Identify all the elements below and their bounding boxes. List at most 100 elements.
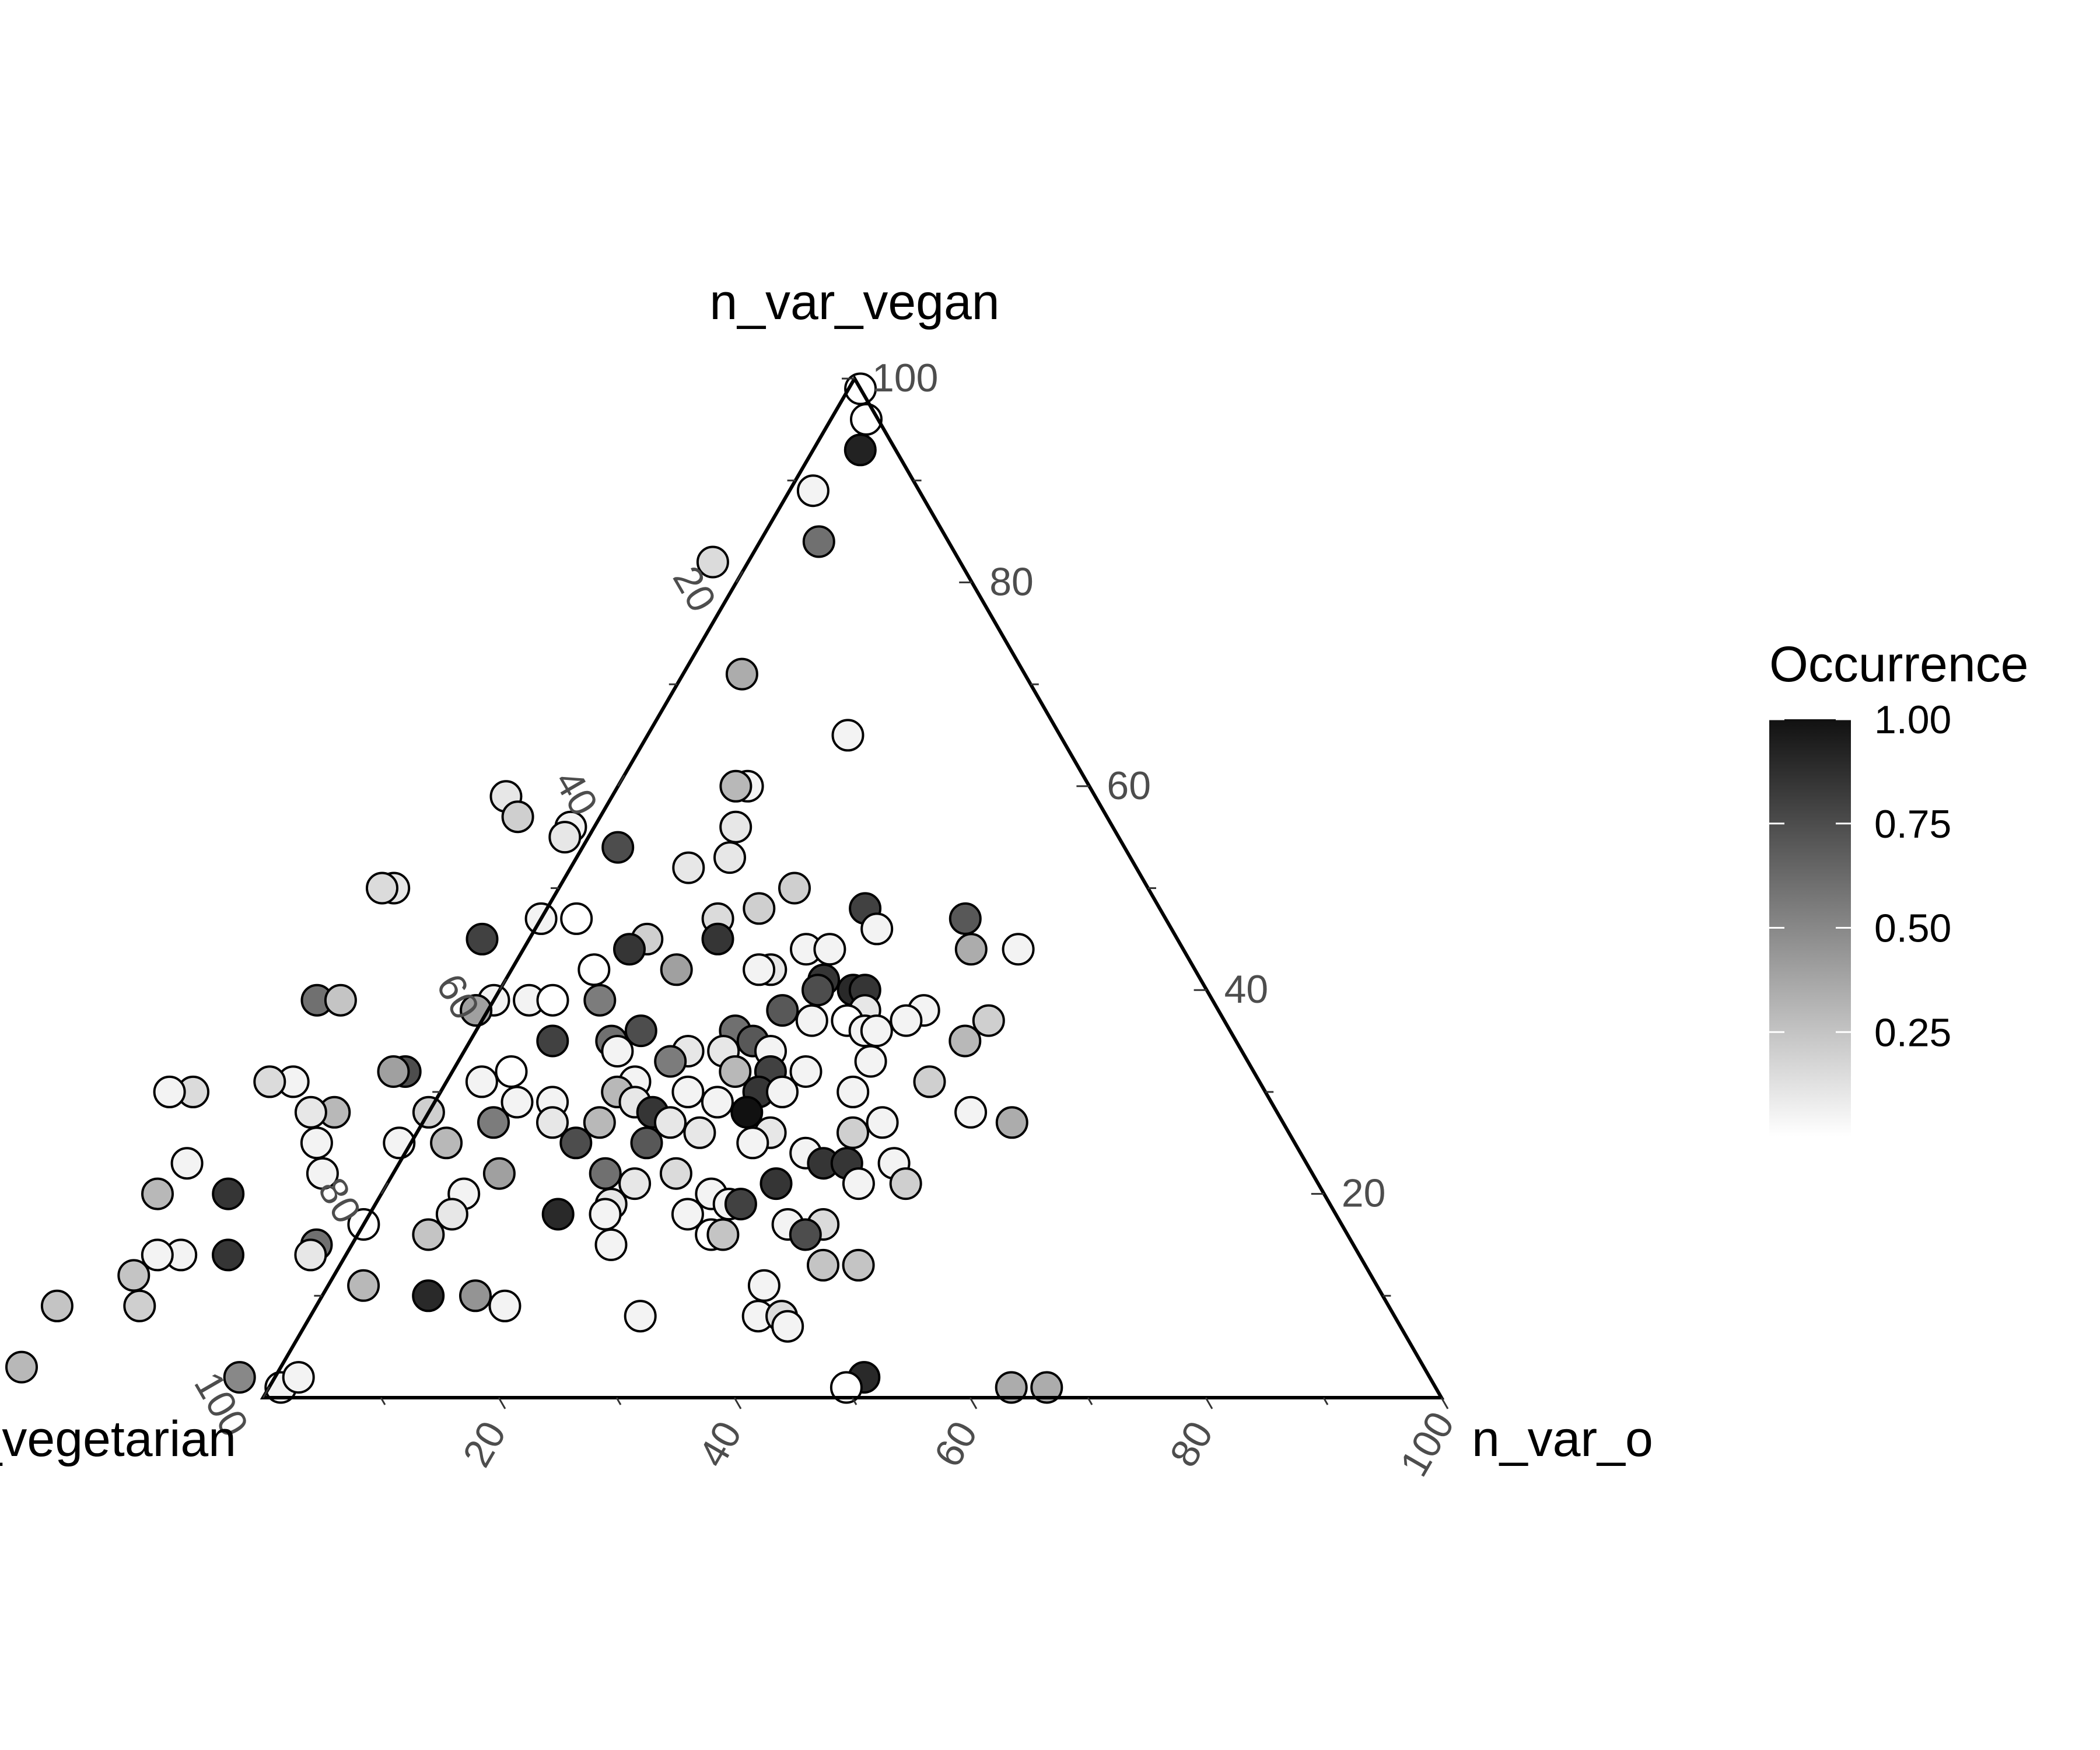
legend-tick-label: 1.00 xyxy=(1874,698,1951,742)
legend-title: Occurrence xyxy=(1769,636,2029,692)
data-point xyxy=(778,872,811,905)
data-point xyxy=(972,1004,1005,1037)
data-point xyxy=(624,1300,657,1333)
data-point xyxy=(789,1218,822,1251)
data-point xyxy=(854,1045,887,1078)
data-point xyxy=(435,1198,468,1231)
data-point xyxy=(306,1157,339,1190)
data-point xyxy=(813,933,846,966)
data-point xyxy=(807,1248,839,1282)
tick-label-o: 100 xyxy=(1391,1404,1463,1483)
data-point xyxy=(766,994,799,1027)
data-point xyxy=(583,1106,616,1139)
legend: Occurrence 0.25 0.50 0.75 1.00 xyxy=(1769,636,2029,1136)
data-point xyxy=(836,1116,869,1149)
axis-title-vegetarian: n_var_vegetarian xyxy=(0,1411,236,1467)
data-point xyxy=(730,1096,764,1129)
data-point xyxy=(153,1075,186,1108)
tick-label-vegan: 80 xyxy=(989,559,1034,604)
data-point xyxy=(465,1065,498,1098)
data-point xyxy=(771,1310,804,1343)
tick-mark-minor xyxy=(1087,1397,1093,1405)
data-point xyxy=(747,1269,780,1302)
data-point xyxy=(548,821,582,854)
data-point xyxy=(836,1075,870,1108)
data-point xyxy=(743,892,776,925)
data-point xyxy=(141,1177,174,1210)
data-point xyxy=(300,1126,333,1160)
data-point xyxy=(477,1106,510,1139)
tick-mark-minor xyxy=(380,1397,386,1405)
data-point xyxy=(795,1004,828,1037)
tick-label-vegan: 40 xyxy=(1224,967,1269,1012)
data-point xyxy=(949,1024,982,1058)
data-point xyxy=(212,1177,245,1210)
data-point xyxy=(501,1086,534,1119)
tick-mark xyxy=(498,1397,506,1409)
data-point xyxy=(743,953,776,986)
data-point xyxy=(212,1238,244,1272)
tick-mark xyxy=(969,1397,978,1409)
data-point xyxy=(844,433,877,467)
data-point xyxy=(760,1167,793,1200)
data-point xyxy=(724,1188,757,1221)
axis-title-vegan: n_var_vegan xyxy=(709,274,999,330)
data-point xyxy=(40,1289,74,1322)
data-point xyxy=(495,1055,528,1088)
data-point xyxy=(719,810,752,844)
data-point xyxy=(141,1238,174,1272)
data-point xyxy=(601,1035,634,1068)
data-point xyxy=(696,545,729,579)
data-point xyxy=(842,1248,875,1282)
data-point xyxy=(253,1065,286,1098)
data-point xyxy=(594,1228,628,1261)
data-point xyxy=(802,974,834,1007)
data-point xyxy=(831,719,864,752)
data-point xyxy=(671,1198,704,1231)
data-point xyxy=(377,1055,410,1088)
data-point xyxy=(501,800,534,834)
data-point xyxy=(560,902,593,935)
data-point xyxy=(347,1269,380,1302)
data-point xyxy=(719,1055,752,1088)
tick-label-o: 60 xyxy=(926,1414,986,1475)
data-point xyxy=(613,933,646,966)
data-point xyxy=(659,1157,692,1190)
data-point xyxy=(1030,1371,1063,1404)
data-point xyxy=(671,1075,705,1108)
data-point xyxy=(170,1147,204,1180)
points-layer xyxy=(5,372,1063,1404)
tick-mark xyxy=(262,1386,271,1398)
data-point xyxy=(802,525,835,558)
data-point xyxy=(672,851,705,884)
tick-label-vegan: 100 xyxy=(872,356,938,400)
data-point xyxy=(789,1055,822,1088)
data-point xyxy=(713,841,746,874)
data-point xyxy=(324,984,357,1017)
data-point xyxy=(654,1106,687,1139)
data-point xyxy=(223,1361,256,1394)
data-point xyxy=(766,1075,799,1108)
data-point xyxy=(618,1167,652,1200)
data-point xyxy=(282,1361,315,1394)
tick-mark-minor xyxy=(851,1397,858,1405)
data-point xyxy=(482,1157,516,1190)
tick-label-o: 80 xyxy=(1161,1414,1222,1475)
data-point xyxy=(5,1350,38,1384)
data-point xyxy=(954,933,988,966)
data-point xyxy=(294,1096,327,1129)
legend-tick-label: 0.50 xyxy=(1874,907,1951,951)
data-point xyxy=(430,1126,463,1160)
data-point xyxy=(949,902,982,935)
data-point xyxy=(995,1106,1028,1139)
tick-label-o: 40 xyxy=(690,1414,751,1475)
legend-tick-label: 0.75 xyxy=(1874,802,1951,846)
legend-ticks: 0.25 0.50 0.75 1.00 xyxy=(1769,698,1951,1055)
data-point xyxy=(796,474,830,508)
data-point xyxy=(889,1167,922,1200)
data-point xyxy=(536,1024,569,1058)
data-point xyxy=(701,922,734,956)
tick-mark xyxy=(499,978,507,991)
